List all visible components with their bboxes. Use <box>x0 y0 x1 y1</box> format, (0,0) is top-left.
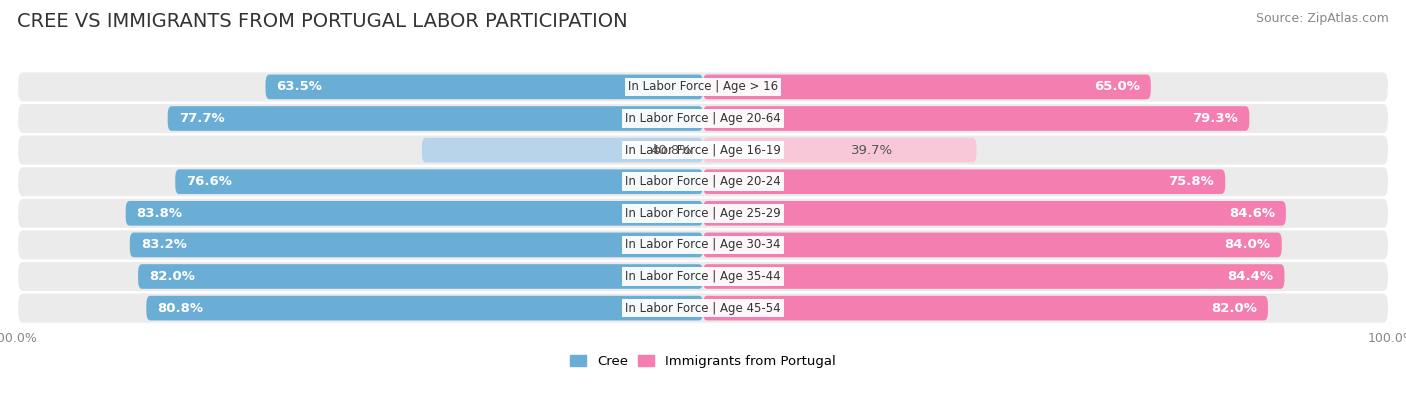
Text: In Labor Force | Age 45-54: In Labor Force | Age 45-54 <box>626 302 780 314</box>
FancyBboxPatch shape <box>138 264 703 289</box>
Text: 82.0%: 82.0% <box>1211 302 1257 314</box>
FancyBboxPatch shape <box>176 169 703 194</box>
FancyBboxPatch shape <box>18 293 1388 323</box>
FancyBboxPatch shape <box>703 296 1268 320</box>
Text: 83.2%: 83.2% <box>141 239 187 251</box>
Text: 80.8%: 80.8% <box>157 302 204 314</box>
FancyBboxPatch shape <box>18 230 1388 260</box>
FancyBboxPatch shape <box>129 233 703 257</box>
Text: 79.3%: 79.3% <box>1192 112 1239 125</box>
Text: 63.5%: 63.5% <box>277 81 322 93</box>
FancyBboxPatch shape <box>18 135 1388 165</box>
FancyBboxPatch shape <box>18 262 1388 291</box>
Text: 76.6%: 76.6% <box>187 175 232 188</box>
Text: In Labor Force | Age 20-64: In Labor Force | Age 20-64 <box>626 112 780 125</box>
FancyBboxPatch shape <box>703 264 1285 289</box>
FancyBboxPatch shape <box>422 138 703 162</box>
FancyBboxPatch shape <box>18 167 1388 196</box>
Text: 65.0%: 65.0% <box>1094 81 1140 93</box>
Text: 83.8%: 83.8% <box>136 207 183 220</box>
Legend: Cree, Immigrants from Portugal: Cree, Immigrants from Portugal <box>565 349 841 373</box>
FancyBboxPatch shape <box>703 169 1225 194</box>
Text: 84.6%: 84.6% <box>1229 207 1275 220</box>
FancyBboxPatch shape <box>18 199 1388 228</box>
Text: 84.4%: 84.4% <box>1227 270 1274 283</box>
Text: 75.8%: 75.8% <box>1168 175 1215 188</box>
FancyBboxPatch shape <box>18 104 1388 133</box>
Text: In Labor Force | Age 20-24: In Labor Force | Age 20-24 <box>626 175 780 188</box>
FancyBboxPatch shape <box>125 201 703 226</box>
Text: 84.0%: 84.0% <box>1225 239 1271 251</box>
FancyBboxPatch shape <box>703 138 977 162</box>
FancyBboxPatch shape <box>18 72 1388 102</box>
FancyBboxPatch shape <box>146 296 703 320</box>
Text: Source: ZipAtlas.com: Source: ZipAtlas.com <box>1256 12 1389 25</box>
Text: CREE VS IMMIGRANTS FROM PORTUGAL LABOR PARTICIPATION: CREE VS IMMIGRANTS FROM PORTUGAL LABOR P… <box>17 12 627 31</box>
FancyBboxPatch shape <box>167 106 703 131</box>
Text: In Labor Force | Age 25-29: In Labor Force | Age 25-29 <box>626 207 780 220</box>
Text: In Labor Force | Age 35-44: In Labor Force | Age 35-44 <box>626 270 780 283</box>
Text: In Labor Force | Age 16-19: In Labor Force | Age 16-19 <box>626 144 780 156</box>
Text: 82.0%: 82.0% <box>149 270 195 283</box>
Text: In Labor Force | Age 30-34: In Labor Force | Age 30-34 <box>626 239 780 251</box>
Text: 40.8%: 40.8% <box>650 144 692 156</box>
Text: 77.7%: 77.7% <box>179 112 225 125</box>
FancyBboxPatch shape <box>703 106 1250 131</box>
Text: In Labor Force | Age > 16: In Labor Force | Age > 16 <box>628 81 778 93</box>
FancyBboxPatch shape <box>703 233 1282 257</box>
Text: 39.7%: 39.7% <box>851 144 893 156</box>
FancyBboxPatch shape <box>266 75 703 99</box>
FancyBboxPatch shape <box>703 75 1152 99</box>
FancyBboxPatch shape <box>703 201 1286 226</box>
